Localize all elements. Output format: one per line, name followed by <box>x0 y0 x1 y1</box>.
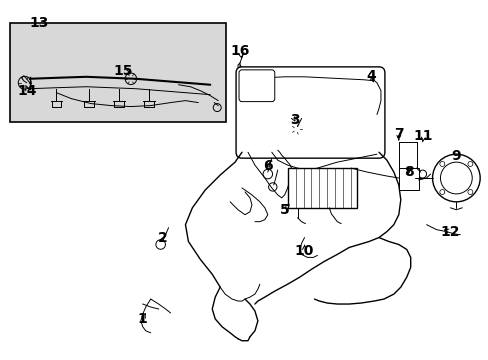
Text: 15: 15 <box>113 64 132 78</box>
Text: 11: 11 <box>413 129 432 143</box>
Text: 2: 2 <box>158 230 167 244</box>
Text: 12: 12 <box>440 225 459 239</box>
Text: 14: 14 <box>18 84 38 98</box>
Text: 16: 16 <box>230 44 249 58</box>
Bar <box>287 168 356 208</box>
Text: 13: 13 <box>30 16 49 30</box>
FancyBboxPatch shape <box>236 67 384 158</box>
Text: 1: 1 <box>138 312 147 326</box>
Text: 3: 3 <box>289 113 299 127</box>
Text: 7: 7 <box>393 127 403 141</box>
Bar <box>10 23 225 122</box>
Text: 9: 9 <box>450 149 460 163</box>
Text: 10: 10 <box>294 244 314 258</box>
Bar <box>398 168 418 190</box>
Text: 5: 5 <box>279 203 289 217</box>
Text: 4: 4 <box>366 69 375 83</box>
FancyBboxPatch shape <box>239 70 274 102</box>
Text: 6: 6 <box>263 159 272 173</box>
Text: 8: 8 <box>403 165 413 179</box>
